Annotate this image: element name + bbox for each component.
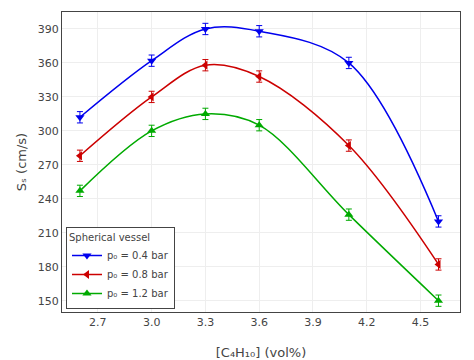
svg-text:180: 180 [38, 261, 59, 274]
svg-text:330: 330 [38, 91, 59, 104]
svg-text:3.6: 3.6 [250, 316, 268, 329]
svg-text:p₀ = 0.8 bar: p₀ = 0.8 bar [107, 269, 169, 280]
svg-text:3.0: 3.0 [143, 316, 161, 329]
svg-text:150: 150 [38, 295, 59, 308]
svg-text:300: 300 [38, 125, 59, 138]
svg-text:390: 390 [38, 23, 59, 36]
svg-text:2.7: 2.7 [89, 316, 107, 329]
svg-text:240: 240 [38, 193, 59, 206]
svg-text:4.5: 4.5 [412, 316, 430, 329]
svg-text:[C₄H₁₀] (vol%): [C₄H₁₀] (vol%) [216, 345, 307, 360]
svg-text:270: 270 [38, 159, 59, 172]
svg-text:3.3: 3.3 [197, 316, 215, 329]
svg-text:p₀ = 1.2 bar: p₀ = 1.2 bar [107, 288, 169, 299]
svg-text:4.2: 4.2 [358, 316, 376, 329]
svg-text:3.9: 3.9 [304, 316, 322, 329]
svg-text:210: 210 [38, 227, 59, 240]
svg-text:360: 360 [38, 57, 59, 70]
svg-text:Sₛ (cm/s): Sₛ (cm/s) [14, 133, 29, 191]
svg-text:Spherical vessel: Spherical vessel [69, 232, 150, 243]
svg-text:p₀ = 0.4 bar: p₀ = 0.4 bar [107, 250, 169, 261]
